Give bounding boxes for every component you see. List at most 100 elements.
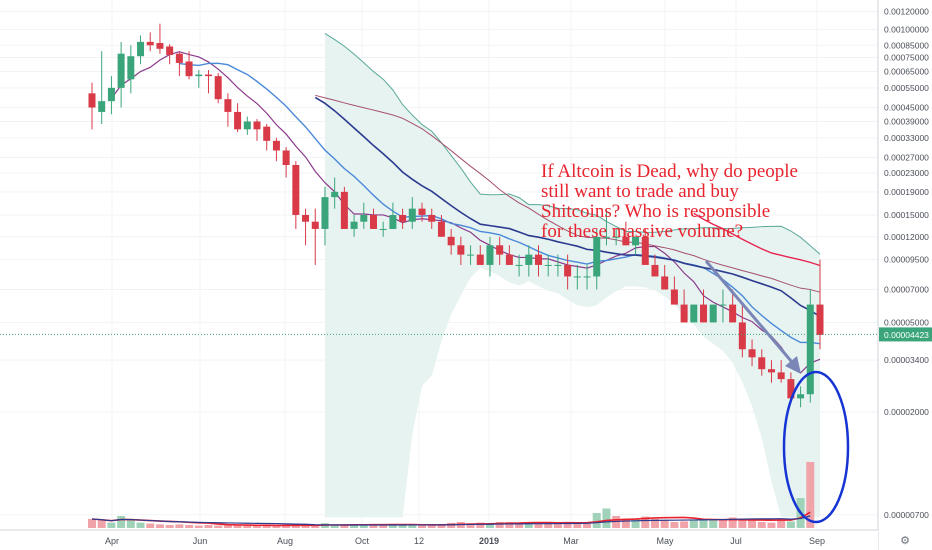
candle [573, 264, 581, 290]
candle-body [272, 140, 280, 151]
candle [107, 76, 115, 115]
candle [632, 236, 640, 255]
candle [700, 289, 708, 323]
price-axis-bg [878, 0, 932, 550]
candle-body [340, 191, 348, 229]
candle-body [204, 74, 212, 77]
candle-body [632, 236, 640, 246]
volume-bar [437, 524, 446, 528]
candle [204, 70, 212, 94]
volume-bar [107, 522, 116, 528]
candle [321, 186, 329, 246]
candle [554, 254, 562, 277]
candle-body [709, 304, 717, 323]
candle [146, 32, 154, 52]
price-tick-label: 0.00100000 [884, 24, 929, 34]
volume-bar [476, 522, 485, 528]
volume-bar [311, 525, 320, 528]
volume-bar [97, 520, 106, 528]
time-tick-label: Sep [809, 536, 825, 546]
volume-bar [155, 524, 164, 528]
candle-body [467, 254, 475, 256]
current-price-badge [879, 327, 932, 342]
volume-bar [602, 508, 611, 528]
volume-bar [563, 522, 572, 528]
chart-settings-icon[interactable]: ⚙ [900, 535, 910, 547]
volume-bar [117, 516, 126, 528]
candle-body [515, 264, 523, 266]
volume-bar [340, 524, 349, 528]
candle-body [622, 236, 630, 246]
candle [641, 228, 649, 265]
candle-body [670, 289, 678, 305]
candle-body [88, 93, 96, 108]
candle-body [437, 221, 445, 237]
volume-bar [301, 525, 310, 528]
volume-bar [388, 524, 397, 528]
time-tick-label: Jun [193, 536, 208, 546]
time-tick-label: Mar [563, 536, 579, 546]
time-tick-label: May [656, 536, 674, 546]
candle-body [137, 41, 145, 57]
candle [311, 208, 319, 265]
candle [738, 304, 746, 358]
volume-bar [709, 519, 718, 528]
candle-body [700, 304, 708, 323]
candle-body [496, 245, 504, 255]
candle [234, 103, 242, 133]
volume-bar [670, 522, 679, 528]
volume-bar [641, 516, 650, 528]
price-tick-label: 0.00120000 [884, 7, 929, 17]
candle-body [98, 101, 106, 112]
volume-bar [680, 521, 689, 528]
candle [564, 254, 572, 290]
candle [651, 254, 659, 277]
candle [602, 208, 610, 246]
candle [253, 119, 261, 141]
candle [418, 202, 426, 222]
candle-body [748, 349, 756, 358]
price-tick-label: 0.00085000 [884, 40, 929, 50]
volume-bar [718, 519, 727, 528]
annotation-line-3: Shitcoins? Who is responsible [541, 201, 771, 222]
volume-bar [272, 525, 281, 528]
candle-body [602, 236, 610, 238]
candle [302, 208, 310, 246]
volume-ma-navy [91, 515, 811, 526]
candle [447, 228, 455, 255]
bollinger-upper [324, 33, 821, 255]
candle-body [583, 276, 591, 278]
volume-bar [573, 523, 582, 528]
time-axis[interactable]: Apr Jun Aug Oct 12 2019 Mar May Jul Sep ⚙ [0, 529, 910, 550]
candle-body [379, 228, 387, 230]
candle [117, 41, 125, 108]
volume-bar [330, 524, 339, 528]
candle [428, 208, 436, 229]
candle [175, 52, 183, 77]
candle-body [787, 379, 795, 399]
volume-bar [447, 522, 456, 528]
volume-bar [194, 525, 203, 528]
candle-body [428, 214, 436, 222]
price-tick-label: 0.00055000 [884, 83, 929, 93]
candle-body [263, 126, 271, 141]
candle [515, 254, 523, 277]
bollinger-fill [324, 33, 820, 518]
candle-body [457, 245, 465, 255]
time-tick-label: Apr [105, 536, 119, 546]
candle-body [224, 99, 232, 112]
candle-body [389, 214, 397, 229]
candle-body [690, 304, 698, 323]
price-tick-label: 0.00003400 [884, 355, 929, 365]
candle-body [738, 322, 746, 350]
candle-body [214, 76, 222, 100]
volume-bar [806, 462, 815, 528]
candle-body [564, 264, 572, 277]
candle-body [651, 264, 659, 277]
candle-body [166, 46, 174, 55]
volume-bar [398, 525, 407, 528]
candle-body [175, 53, 183, 63]
current-price-label: 0.00004423 [884, 330, 929, 340]
